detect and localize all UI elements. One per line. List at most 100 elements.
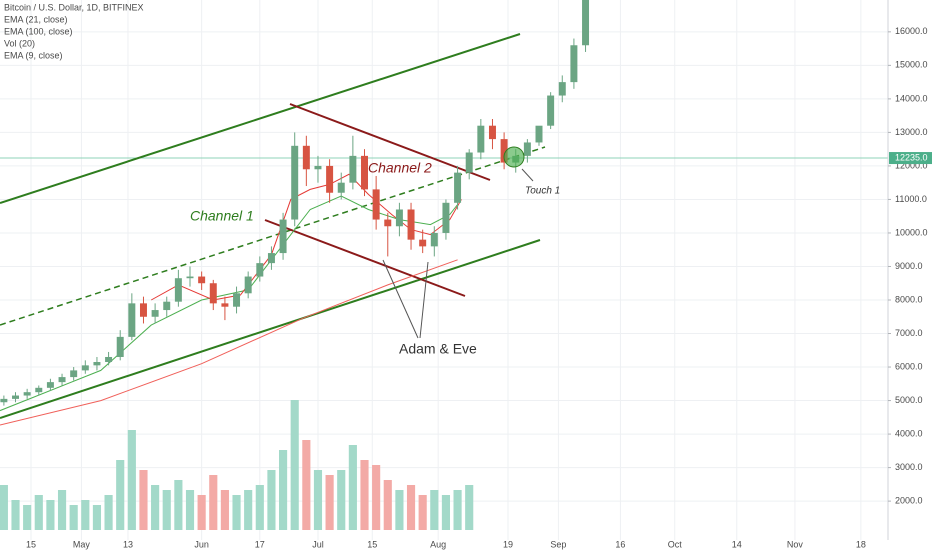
- volume-bar: [395, 490, 404, 530]
- candle-body: [384, 219, 392, 227]
- x-tick-label: 14: [732, 539, 742, 549]
- y-tick-label: 15000.0: [895, 60, 928, 70]
- candle-body: [361, 155, 368, 190]
- x-tick-label: 15: [26, 539, 36, 549]
- volume-bar: [209, 475, 218, 530]
- candle-body: [326, 165, 334, 193]
- volume-bar: [244, 490, 253, 530]
- candle-body: [395, 209, 403, 227]
- candle-body: [454, 172, 462, 203]
- candle-body: [349, 155, 357, 183]
- candle-body: [186, 276, 194, 279]
- y-tick-label: 3000.0: [895, 462, 923, 472]
- volume-bar: [465, 485, 474, 530]
- legend-entry: Vol (20): [4, 38, 35, 48]
- candle-body: [407, 209, 415, 240]
- candle-body: [233, 293, 241, 307]
- candle-body: [70, 370, 78, 378]
- volume-bar: [197, 495, 206, 530]
- y-tick-label: 14000.0: [895, 93, 928, 103]
- volume-bar: [151, 485, 160, 530]
- volume-bar: [57, 490, 67, 530]
- volume-bar: [337, 470, 346, 530]
- candle-body: [465, 152, 473, 173]
- volume-bar: [267, 470, 276, 530]
- candle-body: [419, 239, 427, 247]
- x-tick-label: Jun: [194, 539, 209, 549]
- candle-body: [12, 395, 20, 399]
- candle-layer: [0, 0, 590, 406]
- x-tick-label: 16: [615, 539, 625, 549]
- candle-body: [256, 263, 264, 277]
- candle-body: [23, 392, 31, 396]
- volume-layer: [0, 400, 474, 530]
- candle-body: [163, 301, 171, 311]
- volume-bar: [185, 490, 195, 530]
- candle-body: [128, 303, 136, 337]
- y-tick-label: 12000.0: [895, 160, 928, 170]
- candle-body: [0, 398, 8, 403]
- y-tick-label: 13000.0: [895, 127, 928, 137]
- volume-bar: [69, 505, 78, 530]
- channel-2-lower: [264, 219, 466, 297]
- volume-bar: [0, 485, 8, 530]
- legend-entry: EMA (100, close): [4, 26, 73, 36]
- volume-bar: [46, 500, 55, 530]
- volume-bar: [313, 470, 323, 530]
- x-tick-label: Aug: [430, 539, 446, 549]
- volume-bar: [418, 495, 427, 530]
- candle-body: [558, 82, 566, 96]
- candle-body: [582, 0, 590, 46]
- candle-body: [523, 142, 531, 156]
- candle-body: [291, 145, 299, 220]
- candle-body: [35, 387, 43, 393]
- volume-bar: [174, 480, 183, 530]
- volume-bar: [255, 485, 264, 530]
- candle-body: [267, 253, 275, 264]
- y-tick-label: 16000.0: [895, 26, 928, 36]
- volume-bar: [81, 500, 90, 530]
- candle-body: [430, 232, 438, 247]
- y-tick-label: 2000.0: [895, 495, 923, 505]
- volume-bar: [360, 460, 369, 530]
- volume-bar: [406, 485, 416, 530]
- candle-body: [151, 310, 159, 317]
- candle-body: [139, 303, 147, 317]
- candle-body: [93, 362, 101, 366]
- volume-bar: [290, 400, 299, 530]
- candle-body: [244, 276, 252, 294]
- volume-bar: [23, 505, 32, 530]
- volume-bar: [348, 445, 357, 530]
- touch-marker: [503, 146, 525, 168]
- candle-body: [174, 278, 182, 302]
- candle-body: [105, 356, 113, 363]
- candle-body: [372, 189, 380, 220]
- y-tick-label: 11000.0: [895, 194, 927, 204]
- price-axis: [888, 0, 932, 550]
- candle-body: [46, 382, 54, 388]
- arrow: [382, 259, 419, 339]
- channel-1-lower: [0, 239, 541, 419]
- candle-body: [535, 125, 543, 143]
- candle-body: [500, 139, 508, 163]
- x-tick-label: May: [73, 539, 91, 549]
- candle-body: [58, 377, 66, 383]
- volume-bar: [104, 495, 113, 530]
- candle-body: [221, 303, 229, 307]
- time-axis: [0, 540, 932, 550]
- volume-bar: [139, 470, 148, 530]
- x-tick-label: Jul: [312, 539, 324, 549]
- candle-body: [302, 145, 310, 170]
- channel-2-upper: [289, 103, 491, 181]
- volume-bar: [430, 490, 439, 530]
- candle-body: [337, 182, 345, 193]
- candle-body: [209, 283, 217, 304]
- last-price-label: 12235.0: [895, 152, 928, 162]
- volume-bar: [372, 465, 381, 530]
- legend-entry: EMA (21, close): [4, 14, 68, 24]
- candle-body: [442, 202, 450, 233]
- x-tick-label: Oct: [668, 539, 683, 549]
- candle-body: [314, 165, 322, 170]
- channel-1-mid: [0, 146, 546, 326]
- annotation: Adam & Eve: [399, 341, 477, 357]
